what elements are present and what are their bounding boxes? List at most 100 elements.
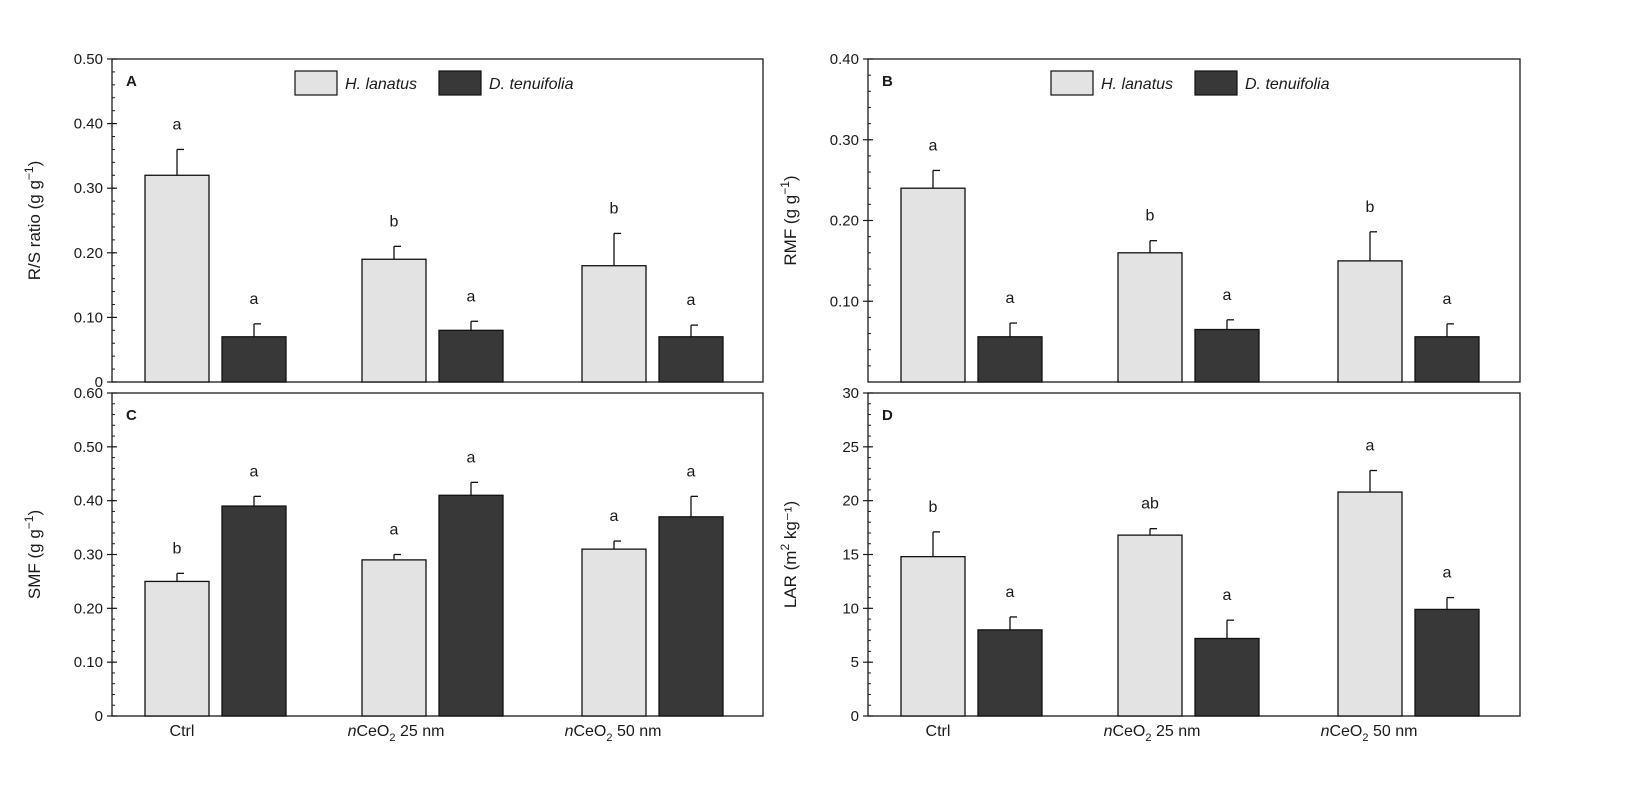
bar — [1414, 336, 1480, 383]
significance-label: a — [687, 463, 696, 480]
y-tick-label: 0.50 — [74, 51, 103, 68]
significance-label: a — [250, 463, 259, 480]
bar — [1414, 608, 1480, 717]
significance-label: a — [173, 116, 182, 133]
legend-label: H. lanatus — [1101, 76, 1173, 93]
legend-swatch — [294, 70, 338, 96]
panel-b: 0.10 0.20 0.30 0.40 RMF (g g−1) Ba b b a a a H. lan… — [778, 51, 1521, 383]
y-tick-label: 0.30 — [74, 547, 103, 564]
bar — [581, 548, 647, 717]
significance-label: a — [467, 288, 476, 305]
significance-label: a — [1443, 291, 1452, 308]
panel-letter: C — [126, 407, 137, 424]
y-tick-label: 0.10 — [74, 654, 103, 671]
x-category-label: Ctrl — [926, 723, 951, 740]
legend-swatch — [1050, 70, 1094, 96]
legend-label: D. tenuifolia — [1245, 76, 1330, 93]
bar — [144, 580, 210, 717]
y-tick-label: 0 — [95, 374, 103, 391]
significance-label: a — [1006, 584, 1015, 601]
y-tick-label: 0.10 — [74, 309, 103, 326]
y-axis-label: R/S ratio (g g−1) — [22, 161, 44, 281]
significance-label: b — [929, 499, 938, 516]
bar — [361, 559, 427, 717]
bar — [438, 329, 504, 383]
y-tick-label: 0.20 — [830, 213, 859, 230]
legend-swatch — [438, 70, 482, 96]
significance-label: a — [250, 291, 259, 308]
significance-label: a — [1366, 438, 1375, 455]
significance-label: b — [390, 213, 399, 230]
y-tick-label: 20 — [842, 493, 859, 510]
panel-letter: D — [882, 407, 893, 424]
bar — [1337, 260, 1403, 383]
plot-frame — [111, 58, 764, 383]
bar — [144, 174, 210, 383]
significance-label: ab — [1141, 496, 1159, 513]
bar — [438, 494, 504, 717]
panel-a: 0 0.10 0.20 0.30 0.40 0.50 R/S ratio (g g−1) Aa… — [22, 51, 764, 391]
bar — [1337, 491, 1403, 717]
x-category-label: nCeO2 50 nm — [1321, 723, 1418, 744]
y-tick-label: 15 — [842, 547, 859, 564]
y-tick-label: 0 — [851, 708, 859, 725]
significance-label: a — [610, 508, 619, 525]
x-category-label: nCeO2 50 nm — [565, 723, 662, 744]
significance-label: a — [467, 449, 476, 466]
bar — [1194, 328, 1260, 383]
bar — [221, 505, 287, 717]
legend-label: H. lanatus — [345, 76, 417, 93]
significance-label: b — [610, 200, 619, 217]
significance-label: a — [390, 522, 399, 539]
y-tick-label: 0.30 — [830, 132, 859, 149]
panel-d: 0 5 10 15 20 25 30 LAR (m2 kg⁻¹) Db ab a a a a Ctrl nCe… — [778, 385, 1521, 744]
y-tick-label: 0.50 — [74, 439, 103, 456]
significance-label: b — [1366, 199, 1375, 216]
bar — [1194, 637, 1260, 717]
y-tick-label: 0.10 — [830, 293, 859, 310]
bar — [900, 187, 966, 383]
y-tick-label: 0.30 — [74, 180, 103, 197]
bar — [1117, 534, 1183, 717]
y-tick-label: 10 — [842, 600, 859, 617]
panel-letter: A — [126, 73, 137, 90]
x-category-label: nCeO2 25 nm — [348, 723, 445, 744]
x-category-label: Ctrl — [170, 723, 195, 740]
y-axis-label: SMF (g g−1) — [22, 510, 44, 599]
y-tick-label: 0.40 — [830, 51, 859, 68]
significance-label: a — [687, 292, 696, 309]
bar — [977, 336, 1043, 383]
bar — [361, 258, 427, 383]
significance-label: b — [1146, 208, 1155, 225]
bar — [977, 629, 1043, 717]
significance-label: a — [1223, 587, 1232, 604]
y-tick-label: 0.40 — [74, 493, 103, 510]
bar — [221, 336, 287, 383]
bar — [581, 265, 647, 383]
panel-letter: B — [882, 73, 893, 90]
bar — [658, 336, 724, 383]
legend-swatch — [1194, 70, 1238, 96]
y-tick-label: 30 — [842, 385, 859, 402]
y-tick-label: 0.20 — [74, 245, 103, 262]
legend: H. lanatus D. tenuifolia — [1050, 70, 1330, 96]
bar — [900, 556, 966, 717]
y-axis-label: LAR (m2 kg⁻¹) — [778, 501, 800, 608]
y-tick-label: 25 — [842, 439, 859, 456]
y-tick-label: 5 — [851, 654, 859, 671]
significance-label: a — [1223, 287, 1232, 304]
y-tick-label: 0.20 — [74, 600, 103, 617]
legend-label: D. tenuifolia — [489, 76, 574, 93]
x-category-label: nCeO2 25 nm — [1104, 723, 1201, 744]
y-tick-label: 0 — [95, 708, 103, 725]
significance-label: a — [1443, 565, 1452, 582]
significance-label: b — [173, 540, 182, 557]
y-tick-label: 0.40 — [74, 116, 103, 133]
significance-label: a — [1006, 290, 1015, 307]
y-tick-label: 0.60 — [74, 385, 103, 402]
plot-frame — [867, 58, 1521, 383]
bar — [1117, 252, 1183, 383]
y-axis-label: RMF (g g−1) — [778, 175, 800, 265]
significance-label: a — [929, 137, 938, 154]
